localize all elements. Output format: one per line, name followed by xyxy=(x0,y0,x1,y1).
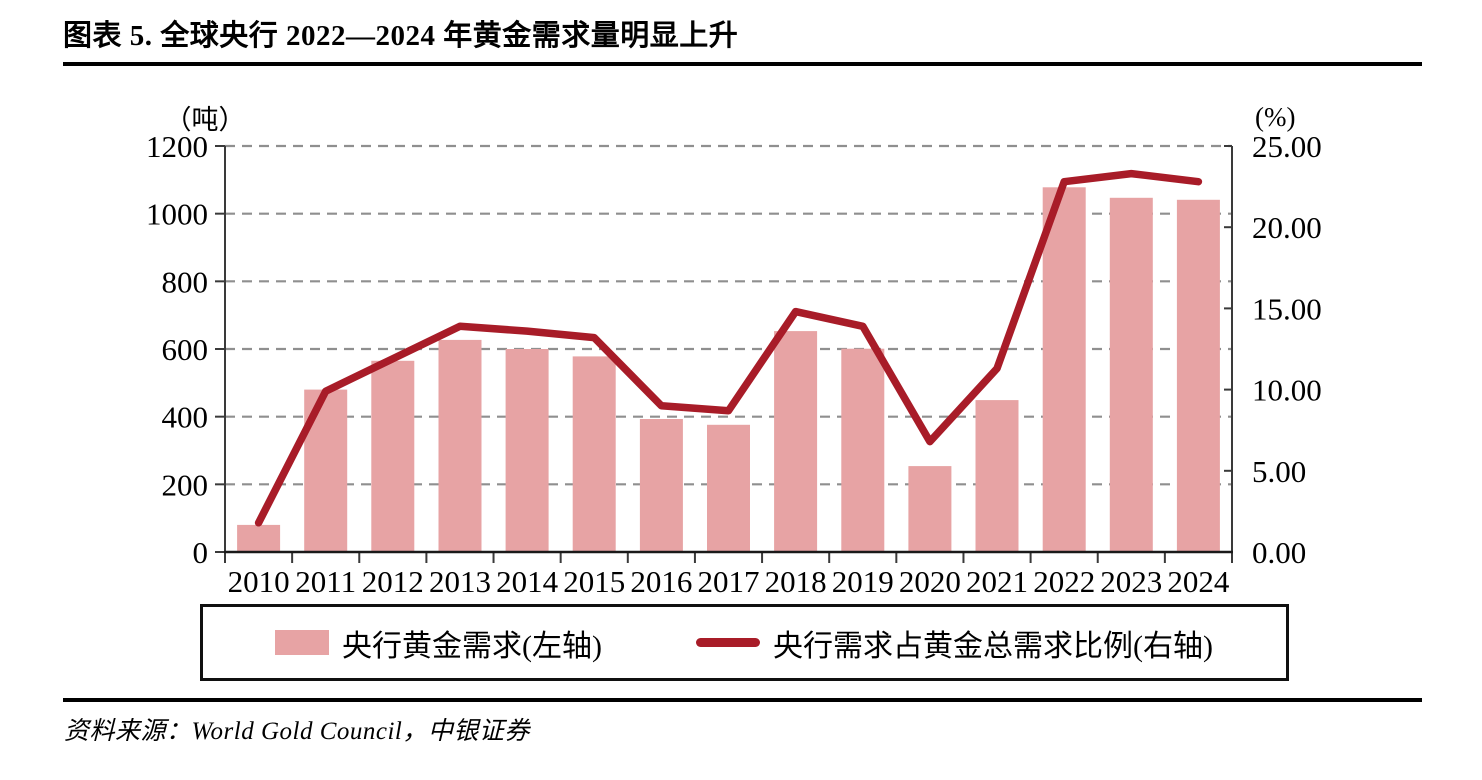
bar-2012 xyxy=(371,360,415,552)
x-axis-label-2010: 2010 xyxy=(228,564,290,599)
x-axis-label-2021: 2021 xyxy=(966,564,1028,599)
x-axis-label-2020: 2020 xyxy=(899,564,961,599)
bar-2016 xyxy=(639,419,683,552)
right-axis-tick-label: 15.00 xyxy=(1252,291,1322,326)
x-axis-label-2016: 2016 xyxy=(630,564,692,599)
x-axis-label-2018: 2018 xyxy=(765,564,827,599)
x-axis-label-2017: 2017 xyxy=(698,564,760,599)
x-axis-label-2014: 2014 xyxy=(496,564,559,599)
left-axis-tick-label: 200 xyxy=(162,467,209,502)
x-axis-label-2012: 2012 xyxy=(362,564,424,599)
bar-2020 xyxy=(908,466,952,552)
right-axis-tick-label: 5.00 xyxy=(1252,454,1306,489)
x-axis-label-2022: 2022 xyxy=(1033,564,1095,599)
x-axis-label-2015: 2015 xyxy=(563,564,625,599)
right-axis-tick-label: 20.00 xyxy=(1252,210,1322,245)
bar-2018 xyxy=(774,331,818,552)
bar-2015 xyxy=(572,356,616,552)
line-series-label: 央行需求占黄金总需求比例(右轴) xyxy=(772,629,1213,663)
left-axis-tick-label: 600 xyxy=(162,332,209,367)
left-axis-tick-label: 800 xyxy=(162,264,209,299)
ratio-line-series xyxy=(254,169,1203,527)
figure-title: 图表 5. 全球央行 2022—2024 年黄金需求量明显上升 xyxy=(63,20,739,52)
right-axis-tick-label: 25.00 xyxy=(1252,129,1322,164)
bar-2023 xyxy=(1109,197,1153,553)
footer-divider xyxy=(63,698,1422,702)
chart-legend: 央行黄金需求(左轴) 央行需求占黄金总需求比例(右轴) xyxy=(200,604,1289,681)
legend-item-bar-series: 央行黄金需求(左轴) xyxy=(275,621,602,665)
right-axis-tick-label: 0.00 xyxy=(1252,535,1306,570)
bar-2024 xyxy=(1176,199,1220,553)
bar-2021 xyxy=(975,400,1019,552)
x-axis-label-2024: 2024 xyxy=(1167,564,1230,599)
x-axis-label-2023: 2023 xyxy=(1100,564,1162,599)
left-axis-unit-label: （吨） xyxy=(165,105,246,135)
left-axis-tick-label: 400 xyxy=(162,400,209,435)
left-axis-tick-label: 1000 xyxy=(146,197,208,232)
left-axis-tick-label: 0 xyxy=(193,535,209,570)
bar-2010 xyxy=(237,524,281,552)
left-axis-tick-label: 1200 xyxy=(146,129,208,164)
bar-2019 xyxy=(841,348,885,552)
right-axis-tick-label: 10.00 xyxy=(1252,373,1322,408)
x-axis-label-2019: 2019 xyxy=(832,564,894,599)
line-series-swatch-icon xyxy=(695,638,760,647)
bar-series-swatch-icon xyxy=(275,630,329,655)
bar-2022 xyxy=(1042,187,1086,553)
legend-item-line-series: 央行需求占黄金总需求比例(右轴) xyxy=(695,621,1213,665)
x-axis-label-2013: 2013 xyxy=(429,564,491,599)
right-axis-unit-label: (%) xyxy=(1255,102,1295,132)
source-note: 资料来源：World Gold Council，中银证券 xyxy=(64,718,530,745)
bar-2017 xyxy=(707,424,750,552)
bar-2014 xyxy=(505,349,549,552)
x-axis-label-2011: 2011 xyxy=(295,564,356,599)
bar-series-label: 央行黄金需求(左轴) xyxy=(342,629,602,663)
bar-2013 xyxy=(438,339,482,552)
figure-header: 图表 5. 全球央行 2022—2024 年黄金需求量明显上升 xyxy=(63,0,1422,66)
